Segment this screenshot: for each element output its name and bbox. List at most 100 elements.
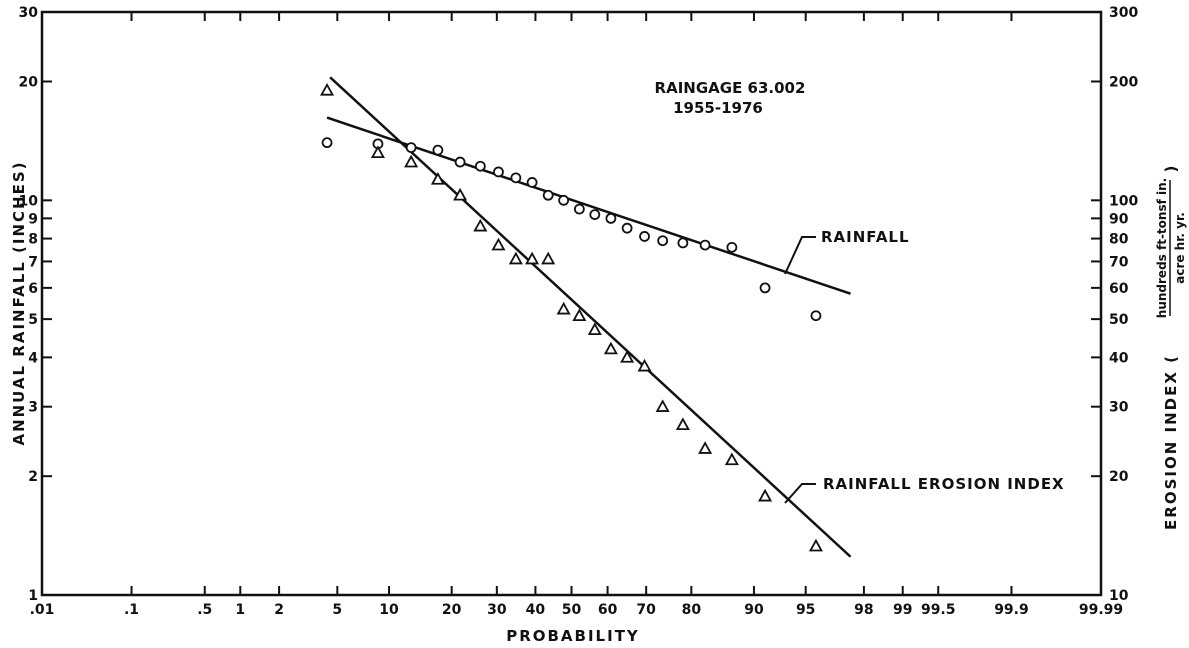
erosion-index-point [758, 488, 773, 502]
erosion-index-point [525, 251, 540, 265]
x-axis-label: PROBABILITY [506, 627, 640, 645]
x-tick-label: 99.99 [1079, 602, 1123, 618]
erosion-index-point [620, 350, 635, 363]
x-tick-label: 99.5 [921, 602, 956, 618]
x-tick-label: 95 [796, 602, 815, 618]
y-right-label-suffix: ) [1162, 164, 1180, 173]
erosion-index-point [541, 251, 556, 265]
y-left-tick-label: 9 [28, 211, 38, 227]
chart-subtitle: 1955-1976 [673, 99, 763, 117]
rainfall-point [321, 137, 333, 149]
y-right-axis-label: EROSION INDEX ( hundreds ft-tonsf in. ac… [1155, 164, 1187, 530]
rainfall-point [639, 231, 650, 242]
y-right-tick-label: 10 [1109, 588, 1129, 604]
x-ticks: .01.1.5 1 2 5 10 20 30 40 50 60 70 80 90 95 98 99 99.5 99… [30, 12, 1123, 618]
y-right-tick-label: 90 [1109, 211, 1129, 227]
rainfall-point [493, 166, 504, 178]
y-right-tick-label: 70 [1109, 254, 1129, 270]
rainfall-point [454, 156, 466, 168]
rainfall-point [699, 239, 711, 251]
x-tick-label: 20 [442, 602, 462, 618]
rainfall-point [510, 172, 522, 184]
y-right-label-prefix: EROSION INDEX ( [1162, 354, 1180, 530]
rainfall-point [405, 142, 417, 154]
erosion-index-point [587, 322, 602, 336]
rainfall-point [605, 212, 617, 224]
y-left-tick-label: 7 [28, 254, 38, 270]
rainfall-annotation-label: RAINFALL [821, 228, 910, 246]
x-tick-label: 30 [487, 602, 507, 618]
x-tick-label: 2 [274, 602, 284, 618]
y-left-tick-label: 2 [28, 469, 38, 485]
y-left-tick-label: 8 [28, 232, 38, 248]
erosion-index-point [491, 237, 506, 251]
y-right-tick-label: 20 [1109, 469, 1129, 485]
x-tick-label: .1 [124, 602, 139, 618]
rainfall-point [573, 203, 585, 215]
erosion-index-point [637, 358, 652, 372]
y-left-tick-label: 30 [19, 5, 39, 21]
y-left-tick-label: 10 [19, 193, 39, 209]
erosion-index-point [675, 417, 690, 431]
erosion-index-leader [784, 483, 816, 504]
x-tick-label: 5 [332, 602, 342, 618]
y-left-axis-label: ANNUAL RAINFALL (INCHES) [10, 160, 28, 445]
x-tick-label: 99.9 [994, 602, 1029, 618]
rainfall-point [558, 194, 570, 206]
x-tick-label: 70 [636, 602, 656, 618]
y-right-tick-label: 50 [1109, 312, 1129, 328]
rainfall-point [432, 144, 444, 156]
y-left-ticks: 1 2 3 4 5 6 7 8 9 10 20 30 [19, 5, 52, 604]
erosion-index-point [655, 399, 670, 412]
rainfall-point [474, 160, 486, 172]
erosion-index-point [808, 538, 823, 552]
x-tick-label: 98 [854, 602, 873, 618]
rainfall-point [589, 209, 601, 221]
erosion-index-annotation: RAINFALL EROSION INDEX [784, 475, 1065, 504]
y-left-tick-label: 20 [19, 75, 39, 91]
erosion-index-point [603, 341, 618, 355]
erosion-index-fit-line [329, 76, 852, 558]
erosion-index-point [320, 82, 335, 96]
chart-title: RAINGAGE 63.002 [655, 79, 806, 97]
erosion-index-point [370, 145, 385, 159]
x-tick-label: 80 [682, 602, 702, 618]
rainfall-point [621, 222, 633, 234]
x-tick-label: 90 [744, 602, 764, 618]
x-tick-label: 10 [379, 602, 399, 618]
x-tick-label: 1 [235, 602, 245, 618]
y-left-tick-label: 6 [28, 281, 38, 297]
fit-lines [326, 76, 852, 558]
y-right-ticks: 10 20 30 40 50 60 70 80 90 100 200 300 [1091, 5, 1138, 604]
y-right-tick-label: 80 [1109, 232, 1129, 248]
erosion-index-point [404, 154, 419, 168]
rainfall-point [657, 235, 669, 247]
data-points [320, 82, 823, 552]
y-right-label-denominator: acre hr. yr. [1173, 212, 1187, 284]
y-left-tick-label: 5 [28, 312, 38, 328]
y-left-tick-label: 3 [28, 400, 38, 416]
erosion-index-point [572, 308, 587, 322]
erosion-index-annotation-label: RAINFALL EROSION INDEX [823, 475, 1065, 493]
erosion-index-point [430, 172, 445, 185]
y-right-tick-label: 40 [1109, 350, 1129, 366]
rainfall-point [759, 282, 771, 294]
erosion-index-point [453, 187, 468, 201]
y-right-tick-label: 30 [1109, 400, 1129, 416]
y-right-tick-label: 100 [1109, 193, 1138, 209]
x-tick-label: 50 [562, 602, 582, 618]
rainfall-point [526, 177, 538, 188]
rainfall-annotation: RAINFALL [784, 228, 910, 275]
x-tick-label: .01 [30, 602, 55, 618]
y-right-tick-label: 200 [1109, 75, 1138, 91]
rainfall-fit-line [326, 116, 851, 295]
rainfall-point [677, 237, 689, 249]
rainfall-point [726, 241, 738, 253]
erosion-index-point [698, 441, 713, 454]
y-left-tick-label: 1 [28, 588, 38, 604]
rainfall-leader [784, 236, 816, 275]
x-tick-label: 99 [893, 602, 912, 618]
y-right-label-numerator: hundreds ft-tonsf in. [1155, 178, 1169, 318]
rainfall-point [810, 310, 822, 322]
